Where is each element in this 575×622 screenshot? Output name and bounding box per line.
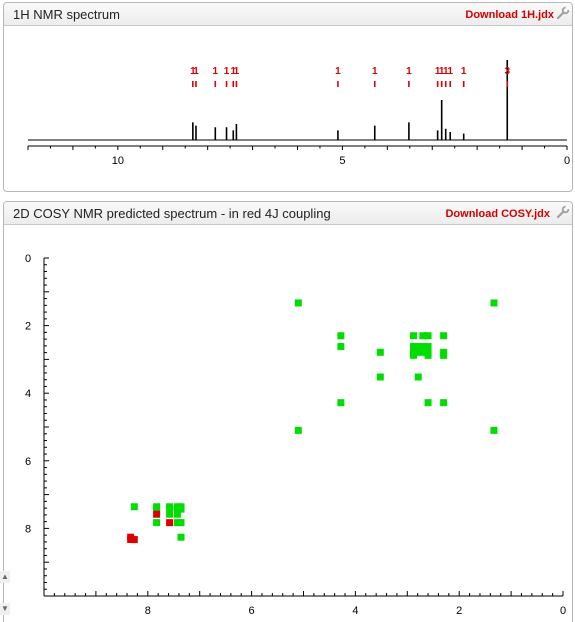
x-tick-label: 10 [112,155,124,167]
cosy-crosspeak [424,351,432,359]
cosy-crosspeak [376,348,384,356]
cosy-crosspeak [414,343,422,351]
cosy-crosspeak [337,332,345,340]
cosy-crosspeak [166,505,174,513]
cosy-crosspeak [440,332,448,340]
x-tick-label: 0 [564,155,570,167]
x-tick-label: 6 [249,605,255,617]
cosy-crosspeak [414,348,422,356]
cosy-crosspeak [424,399,432,407]
cosy-crosspeak [177,533,185,541]
y-tick-label: 2 [25,321,31,333]
cosy-crosspeak [166,510,174,518]
cosy-crosspeak [410,332,418,340]
integral-label: 1 [335,66,341,77]
integral-label: 1 [443,66,449,77]
cosy-crosspeak [440,399,448,407]
cosy-crosspeak [173,505,181,513]
cosy-crosspeak [337,343,345,351]
y-tick-label: 8 [25,523,31,535]
download-1h-link[interactable]: Download 1H.jdx [465,9,554,21]
cosy-crosspeak [177,505,185,513]
cosy-crosspeak [177,519,185,527]
cosy-crosspeak [410,343,418,351]
cosy-crosspeak [440,351,448,359]
x-tick-label: 8 [145,605,151,617]
nmr-1h-header: 1H NMR spectrum Download 1H.jdx [4,3,572,26]
y-tick-label: 0 [25,253,31,265]
cosy-crosspeak [130,503,138,511]
cosy-crosspeak [410,351,418,359]
cosy-crosspeak [153,519,161,527]
integral-label: 1 [230,66,236,77]
cosy-crosspeak [153,510,161,518]
cosy-crosspeak [294,299,302,307]
cosy-panel: 2D COSY NMR predicted spectrum - in red … [3,201,573,622]
integral-label: 1 [224,66,230,77]
cosy-crosspeak [166,519,174,527]
x-tick-label: 2 [456,605,462,617]
cosy-crosspeak [173,519,181,527]
integral-label: 1 [213,66,219,77]
cosy-crosspeak [419,348,427,356]
cosy-crosspeak [424,343,432,351]
integral-label: 1 [190,66,196,77]
cosy-crosspeak [376,373,384,381]
wrench-icon[interactable] [556,6,570,20]
cosy-header: 2D COSY NMR predicted spectrum - in red … [4,202,572,225]
integral-label: 1 [447,66,453,77]
x-tick-label: 0 [560,605,566,617]
download-cosy-link[interactable]: Download COSY.jdx [445,208,550,220]
y-tick-label: 6 [25,456,31,468]
cosy-crosspeak [173,510,181,518]
cosy-crosspeak [294,426,302,434]
cosy-chart: 0 2 4 6 8 8 6 4 2 0 [25,253,566,617]
x-tick-label: 5 [339,155,345,167]
cosy-crosspeak [419,343,427,351]
integral-label: 1 [435,66,441,77]
scroll-up-arrow-icon[interactable]: ▲ [0,571,10,583]
nmr-1h-title: 1H NMR spectrum [13,7,120,22]
integral-label: 3 [504,66,510,77]
cosy-crosspeak [490,426,498,434]
integral-label: 1 [461,66,467,77]
integral-label: 1 [372,66,378,77]
cosy-crosspeak [127,536,135,544]
cosy-crosspeak [130,536,138,544]
integral-label: 1 [234,66,240,77]
cosy-crosspeak [419,332,427,340]
integral-label: 1 [439,66,445,77]
y-tick-label: 4 [25,388,31,400]
integral-label: 1 [193,66,199,77]
cosy-crosspeak [337,399,345,407]
x-tick-label: 4 [352,605,358,617]
wrench-icon[interactable] [556,205,570,219]
cosy-title: 2D COSY NMR predicted spectrum - in red … [13,206,331,221]
cosy-crosspeak [153,505,161,513]
cosy-crosspeak [414,373,422,381]
scroll-down-arrow-icon[interactable]: ▼ [0,603,10,615]
integral-label: 1 [406,66,412,77]
cosy-crosspeak [424,332,432,340]
cosy-crosspeak [490,299,498,307]
